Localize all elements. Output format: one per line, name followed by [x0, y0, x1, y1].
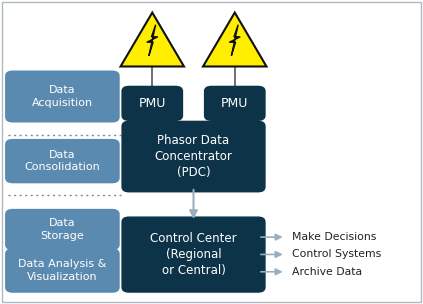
FancyBboxPatch shape: [121, 86, 183, 121]
FancyBboxPatch shape: [5, 209, 120, 250]
Text: Data
Consolidation: Data Consolidation: [25, 150, 100, 172]
Polygon shape: [229, 25, 240, 56]
Text: Archive Data: Archive Data: [292, 267, 362, 277]
Text: Control Systems: Control Systems: [292, 250, 381, 259]
Polygon shape: [203, 12, 266, 67]
Text: Data Analysis &
Visualization: Data Analysis & Visualization: [18, 259, 107, 282]
Text: PMU: PMU: [221, 97, 248, 110]
Text: Make Decisions: Make Decisions: [292, 232, 376, 242]
FancyBboxPatch shape: [204, 86, 266, 121]
Text: Control Center
(Regional
or Central): Control Center (Regional or Central): [150, 232, 237, 277]
Text: Data
Storage: Data Storage: [41, 218, 84, 241]
Polygon shape: [121, 12, 184, 67]
FancyBboxPatch shape: [5, 248, 120, 293]
Text: Data
Acquisition: Data Acquisition: [32, 85, 93, 108]
FancyBboxPatch shape: [2, 2, 421, 302]
FancyBboxPatch shape: [121, 121, 266, 192]
FancyBboxPatch shape: [121, 216, 266, 293]
Text: Phasor Data
Concentrator
(PDC): Phasor Data Concentrator (PDC): [154, 134, 233, 179]
Polygon shape: [147, 25, 158, 56]
FancyBboxPatch shape: [5, 71, 120, 123]
FancyBboxPatch shape: [5, 139, 120, 183]
Text: PMU: PMU: [139, 97, 166, 110]
